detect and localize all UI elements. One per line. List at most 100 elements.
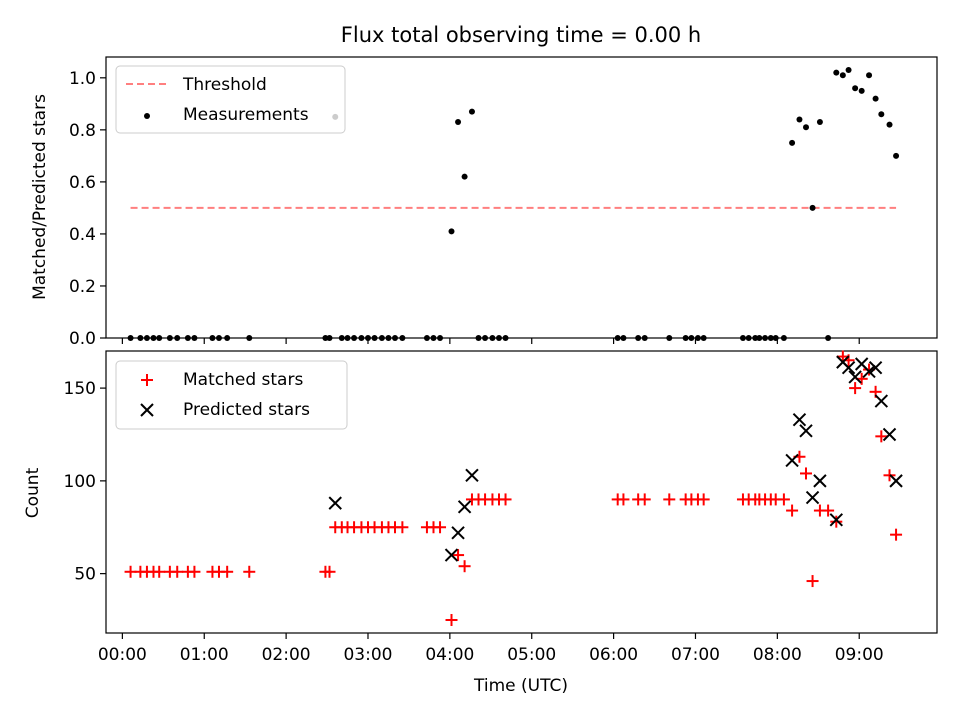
predicted-star-point <box>848 370 862 384</box>
matched-star-point <box>849 382 862 395</box>
matched-star-point <box>890 528 903 541</box>
predicted-star-point <box>874 394 889 408</box>
ratio-legend-box <box>115 65 346 134</box>
matched-star-point <box>323 565 336 578</box>
measurement-point <box>351 335 358 341</box>
predicted-star-point <box>444 548 459 562</box>
measurement-point <box>137 335 144 341</box>
measurement-point <box>430 335 437 341</box>
measurement-point <box>852 85 859 92</box>
measurement-point <box>461 173 468 180</box>
matched-star-point <box>499 493 512 506</box>
measurement-point <box>437 335 444 341</box>
matched-star-point <box>243 565 256 578</box>
measurement-point <box>392 335 399 341</box>
time-x-axis-label: Time (UTC) <box>473 676 568 696</box>
measurement-point <box>326 335 333 341</box>
measurement-point <box>495 335 502 341</box>
matched-star-point <box>452 549 465 562</box>
count-legend: Matched stars Predicted stars <box>115 360 348 430</box>
measurement-point <box>448 228 455 235</box>
chart-title: Flux total observing time = 0.00 h <box>341 23 701 47</box>
measurement-point <box>385 335 392 341</box>
matched-star-point <box>786 504 799 517</box>
ratio-x-ticks <box>121 338 860 344</box>
legend-measurements-swatch <box>144 113 150 119</box>
ratio-legend: Threshold Measurements <box>115 65 346 134</box>
count-plot-frame <box>105 350 938 634</box>
measurement-point <box>364 335 371 341</box>
measurement-point <box>620 335 627 341</box>
ratio-y-tick-label: 0.4 <box>69 225 96 245</box>
measurement-point <box>739 335 746 341</box>
measurement-point <box>502 335 509 341</box>
legend-matched-label: Matched stars <box>183 370 303 390</box>
measurement-point <box>224 335 231 341</box>
measurement-point <box>803 124 810 131</box>
matched-star-point <box>434 521 447 534</box>
measurement-point <box>789 139 796 146</box>
matched-star-point <box>697 493 710 506</box>
measurement-point <box>399 335 406 341</box>
measurement-point <box>143 335 150 341</box>
matched-star-point <box>883 469 896 482</box>
matched-star-point <box>875 430 888 443</box>
measurement-point <box>833 69 840 76</box>
measurement-point <box>816 119 823 126</box>
predicted-star-point <box>862 364 876 379</box>
predicted-star-point <box>805 490 820 505</box>
matched-star-point <box>777 493 790 506</box>
matched-star-point <box>221 565 234 578</box>
measurement-point <box>475 335 482 341</box>
measurement-point <box>246 335 253 341</box>
ratio-y-axis: 0.0 0.2 0.4 0.6 0.8 1.0 <box>69 69 106 349</box>
measurement-point <box>858 87 865 94</box>
ratio-y-tick-label: 0.6 <box>69 173 96 193</box>
measurement-point <box>796 116 803 123</box>
measurement-point <box>378 335 385 341</box>
ratio-panel: 0.0 0.2 0.4 0.6 0.8 1.0 Matched/Predicted sta… <box>30 56 938 349</box>
legend-threshold-label: Threshold <box>182 75 267 95</box>
measurement-point <box>682 335 689 341</box>
measurement-point <box>780 335 787 341</box>
matched-star-point <box>800 467 813 480</box>
measurement-point <box>700 335 707 341</box>
ratio-plot-frame <box>105 56 938 339</box>
measurement-point <box>174 335 181 341</box>
measurement-point <box>866 72 873 79</box>
predicted-star-point <box>457 500 472 514</box>
measurement-points <box>127 67 900 341</box>
measurement-point <box>184 335 191 341</box>
measurement-point <box>156 335 163 341</box>
measurement-point <box>371 335 378 341</box>
measurement-point <box>344 335 351 341</box>
predicted-star-point <box>813 474 827 488</box>
predicted-star-point <box>889 474 903 488</box>
measurement-point <box>845 67 852 74</box>
matched-star-point <box>188 565 201 578</box>
predicted-star-point <box>829 513 844 527</box>
time-x-tick-label: 05:00 <box>507 645 556 665</box>
time-x-tick-label: 01:00 <box>180 645 229 665</box>
matched-star-point <box>822 504 835 517</box>
measurement-point <box>166 335 173 341</box>
measurement-point <box>614 335 621 341</box>
predicted-star-point <box>868 360 883 375</box>
matched-star-point <box>830 515 843 528</box>
measurement-point <box>745 335 752 341</box>
time-x-tick-label: 04:00 <box>425 645 474 665</box>
measurement-point <box>338 335 345 341</box>
matched-star-point <box>171 565 184 578</box>
matched-star-point <box>617 493 630 506</box>
time-x-tick-label: 06:00 <box>589 645 638 665</box>
measurement-point <box>809 204 816 211</box>
measurement-point <box>756 335 763 341</box>
time-x-tick-label: 07:00 <box>671 645 720 665</box>
legend-matched-swatch <box>141 374 153 386</box>
predicted-star-point <box>451 526 465 540</box>
measurement-point <box>878 111 885 118</box>
matched-star-point <box>806 575 819 588</box>
legend-measurements-label: Measurements <box>183 105 309 125</box>
